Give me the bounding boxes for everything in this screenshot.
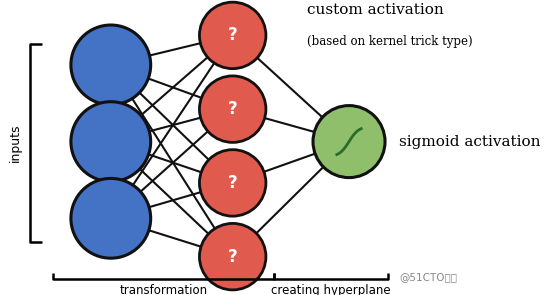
- Text: ?: ?: [228, 100, 238, 118]
- Ellipse shape: [71, 178, 151, 258]
- Text: creating hyperplane: creating hyperplane: [271, 284, 391, 295]
- Text: @51CTO博客: @51CTO博客: [399, 272, 457, 282]
- Ellipse shape: [71, 25, 151, 105]
- Text: ?: ?: [228, 174, 238, 192]
- Text: (based on kernel trick type): (based on kernel trick type): [307, 35, 473, 48]
- Ellipse shape: [199, 2, 266, 69]
- Text: custom activation: custom activation: [307, 3, 444, 17]
- Ellipse shape: [199, 150, 266, 216]
- Ellipse shape: [313, 106, 385, 178]
- Ellipse shape: [199, 223, 266, 290]
- Text: transformation: transformation: [119, 284, 208, 295]
- Ellipse shape: [71, 102, 151, 181]
- Text: sigmoid activation: sigmoid activation: [399, 135, 540, 149]
- Ellipse shape: [199, 76, 266, 142]
- Text: inputs: inputs: [8, 124, 22, 162]
- Text: ?: ?: [228, 248, 238, 266]
- Text: ?: ?: [228, 26, 238, 45]
